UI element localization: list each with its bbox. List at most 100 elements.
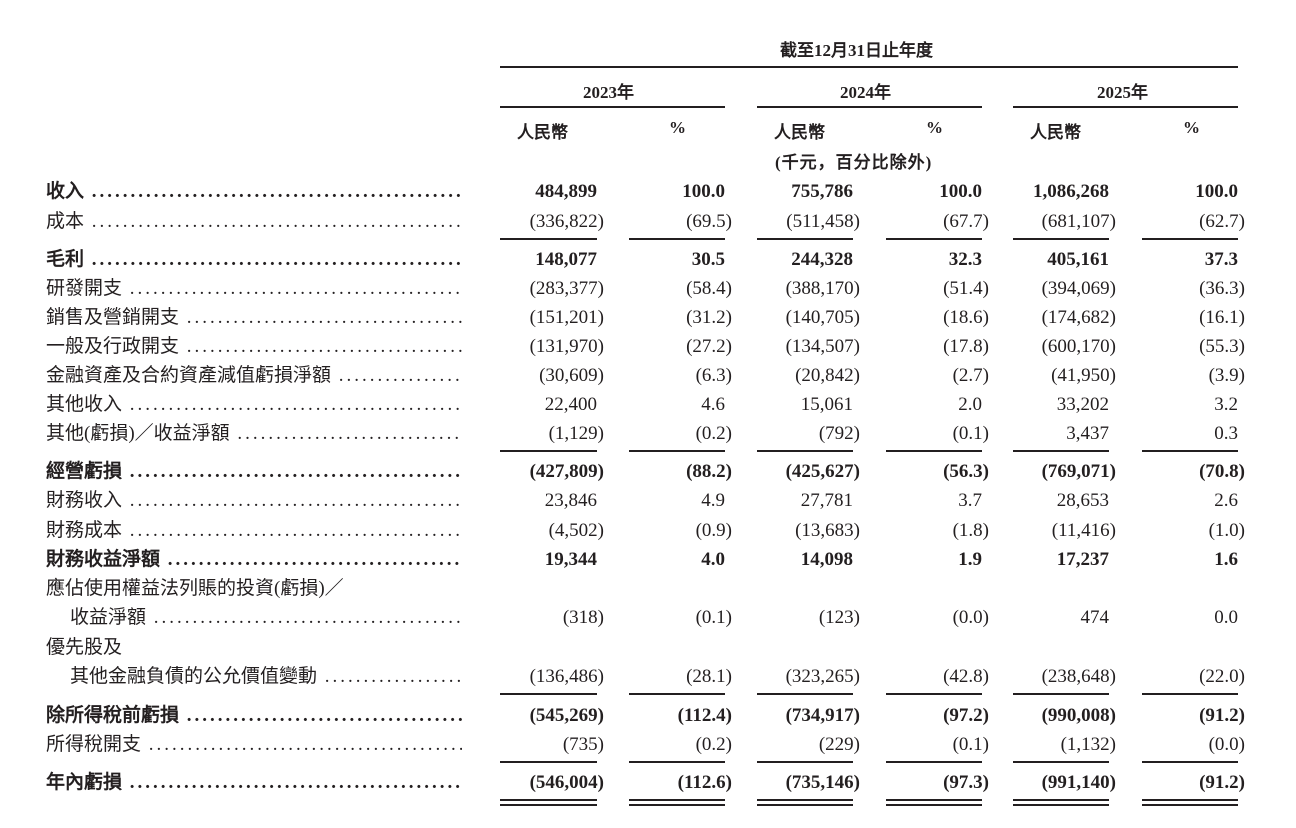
cell-value: (31.2)	[686, 307, 732, 328]
row-label-text: 一般及行政開支	[46, 336, 180, 357]
underline	[1142, 761, 1238, 763]
cell-value: (734,917)	[785, 705, 860, 726]
table-row: 應佔使用權益法列賬的投資(虧損)／	[0, 574, 1296, 603]
year-rule-2024	[757, 106, 982, 108]
cell-value: 405,161	[1047, 249, 1109, 270]
cell-value: (0.2)	[695, 734, 732, 755]
cell-value: 1,086,268	[1033, 181, 1109, 202]
cell-value: 30.5	[691, 249, 725, 270]
cell-value: 2.0	[958, 394, 982, 415]
table-row: 一般及行政開支 ................................…	[0, 332, 1296, 361]
underline	[1013, 761, 1109, 763]
underline	[500, 761, 597, 763]
underline	[629, 804, 725, 806]
cell-value: 100.0	[1195, 181, 1238, 202]
leader-dots: ........................................…	[153, 607, 462, 628]
cell-value: (30,609)	[539, 365, 604, 386]
cell-value: (769,071)	[1041, 461, 1116, 482]
row-label: 財務收益淨額 .................................…	[46, 545, 462, 574]
row-label: 研發開支 ...................................…	[46, 274, 462, 303]
underline	[1142, 450, 1238, 452]
row-label: 所得稅開支 ..................................…	[46, 730, 462, 759]
table-row: 其他收入 ...................................…	[0, 390, 1296, 419]
cell-value: (4,502)	[548, 520, 604, 541]
leader-dots: ........................................…	[186, 705, 462, 726]
cell-value: (13,683)	[795, 520, 860, 541]
cell-value: 4.6	[701, 394, 725, 415]
cell-value: (735)	[562, 734, 604, 755]
cell-value: (91.2)	[1199, 772, 1245, 793]
cell-value: 0.3	[1214, 423, 1238, 444]
cell-value: (51.4)	[943, 278, 989, 299]
currency-header: 人民幣	[774, 123, 825, 142]
leader-dots: ........................................…	[129, 461, 462, 482]
row-label-text: 收益淨額	[70, 607, 147, 628]
row-label-text: 其他(虧損)／收益淨額	[46, 423, 230, 444]
cell-value: 100.0	[939, 181, 982, 202]
cell-value: 15,061	[800, 394, 853, 415]
cell-value: (545,269)	[529, 705, 604, 726]
underline	[757, 799, 853, 801]
cell-value: 474	[1080, 607, 1110, 628]
row-label-text: 其他金融負債的公允價值變動	[70, 666, 318, 687]
leader-dots: ........................................…	[186, 307, 462, 328]
table-row: 經營虧損 ...................................…	[0, 457, 1296, 486]
row-label-text: 優先股及	[46, 637, 123, 658]
row-label: 年內虧損 ...................................…	[46, 768, 462, 797]
cell-value: (0.1)	[952, 734, 989, 755]
cell-value: (735,146)	[785, 772, 860, 793]
cell-value: (27.2)	[686, 336, 732, 357]
cell-value: (6.3)	[695, 365, 732, 386]
cell-value: (20,842)	[795, 365, 860, 386]
underline	[886, 693, 982, 695]
cell-value: (511,458)	[786, 211, 860, 232]
cell-value: (0.9)	[695, 520, 732, 541]
table-row: 除所得稅前虧損 ................................…	[0, 701, 1296, 730]
table-row: 財務收入 ...................................…	[0, 486, 1296, 515]
row-label-text: 年內虧損	[46, 772, 123, 793]
row-label-text: 研發開支	[46, 278, 123, 299]
year-header-2024: 2024年	[840, 83, 891, 102]
row-label-text: 除所得稅前虧損	[46, 705, 180, 726]
cell-value: (681,107)	[1041, 211, 1116, 232]
leader-dots: ........................................…	[129, 772, 462, 793]
cell-value: (17.8)	[943, 336, 989, 357]
leader-dots: ........................................…	[324, 666, 462, 687]
leader-dots: ........................................…	[129, 278, 462, 299]
row-label-text: 經營虧損	[46, 461, 123, 482]
table-row: 研發開支 ...................................…	[0, 274, 1296, 303]
leader-dots: ........................................…	[91, 181, 462, 202]
header-rule	[500, 66, 1238, 68]
cell-value: 1.9	[958, 549, 982, 570]
table-row: 年內虧損 ...................................…	[0, 768, 1296, 797]
leader-dots: ........................................…	[129, 490, 462, 511]
cell-value: (1,132)	[1060, 734, 1116, 755]
cell-value: (323,265)	[785, 666, 860, 687]
cell-value: (238,648)	[1041, 666, 1116, 687]
row-label: 收入 .....................................…	[46, 177, 462, 206]
cell-value: (112.4)	[677, 705, 732, 726]
row-label: 成本 .....................................…	[46, 207, 462, 236]
underline	[1142, 799, 1238, 801]
leader-dots: ........................................…	[237, 423, 462, 444]
row-label-text: 財務收益淨額	[46, 549, 161, 570]
cell-value: (394,069)	[1041, 278, 1116, 299]
cell-value: (36.3)	[1199, 278, 1245, 299]
row-label: 應佔使用權益法列賬的投資(虧損)／	[46, 574, 462, 603]
table-row: 金融資產及合約資產減值虧損淨額 ........................…	[0, 361, 1296, 390]
cell-value: (70.8)	[1199, 461, 1245, 482]
row-label: 其他金融負債的公允價值變動 ..........................…	[70, 662, 462, 691]
unit-note: (千元，百分比除外)	[775, 153, 933, 172]
row-label: 銷售及營銷開支 ................................…	[46, 303, 462, 332]
row-label: 財務收入 ...................................…	[46, 486, 462, 515]
cell-value: (600,170)	[1041, 336, 1116, 357]
cell-value: 14,098	[800, 549, 853, 570]
cell-value: (425,627)	[785, 461, 860, 482]
cell-value: 755,786	[791, 181, 853, 202]
leader-dots: ........................................…	[129, 394, 462, 415]
underline	[886, 761, 982, 763]
leader-dots: ........................................…	[148, 734, 462, 755]
cell-value: 2.6	[1214, 490, 1238, 511]
cell-value: 3.7	[958, 490, 982, 511]
underline	[629, 799, 725, 801]
